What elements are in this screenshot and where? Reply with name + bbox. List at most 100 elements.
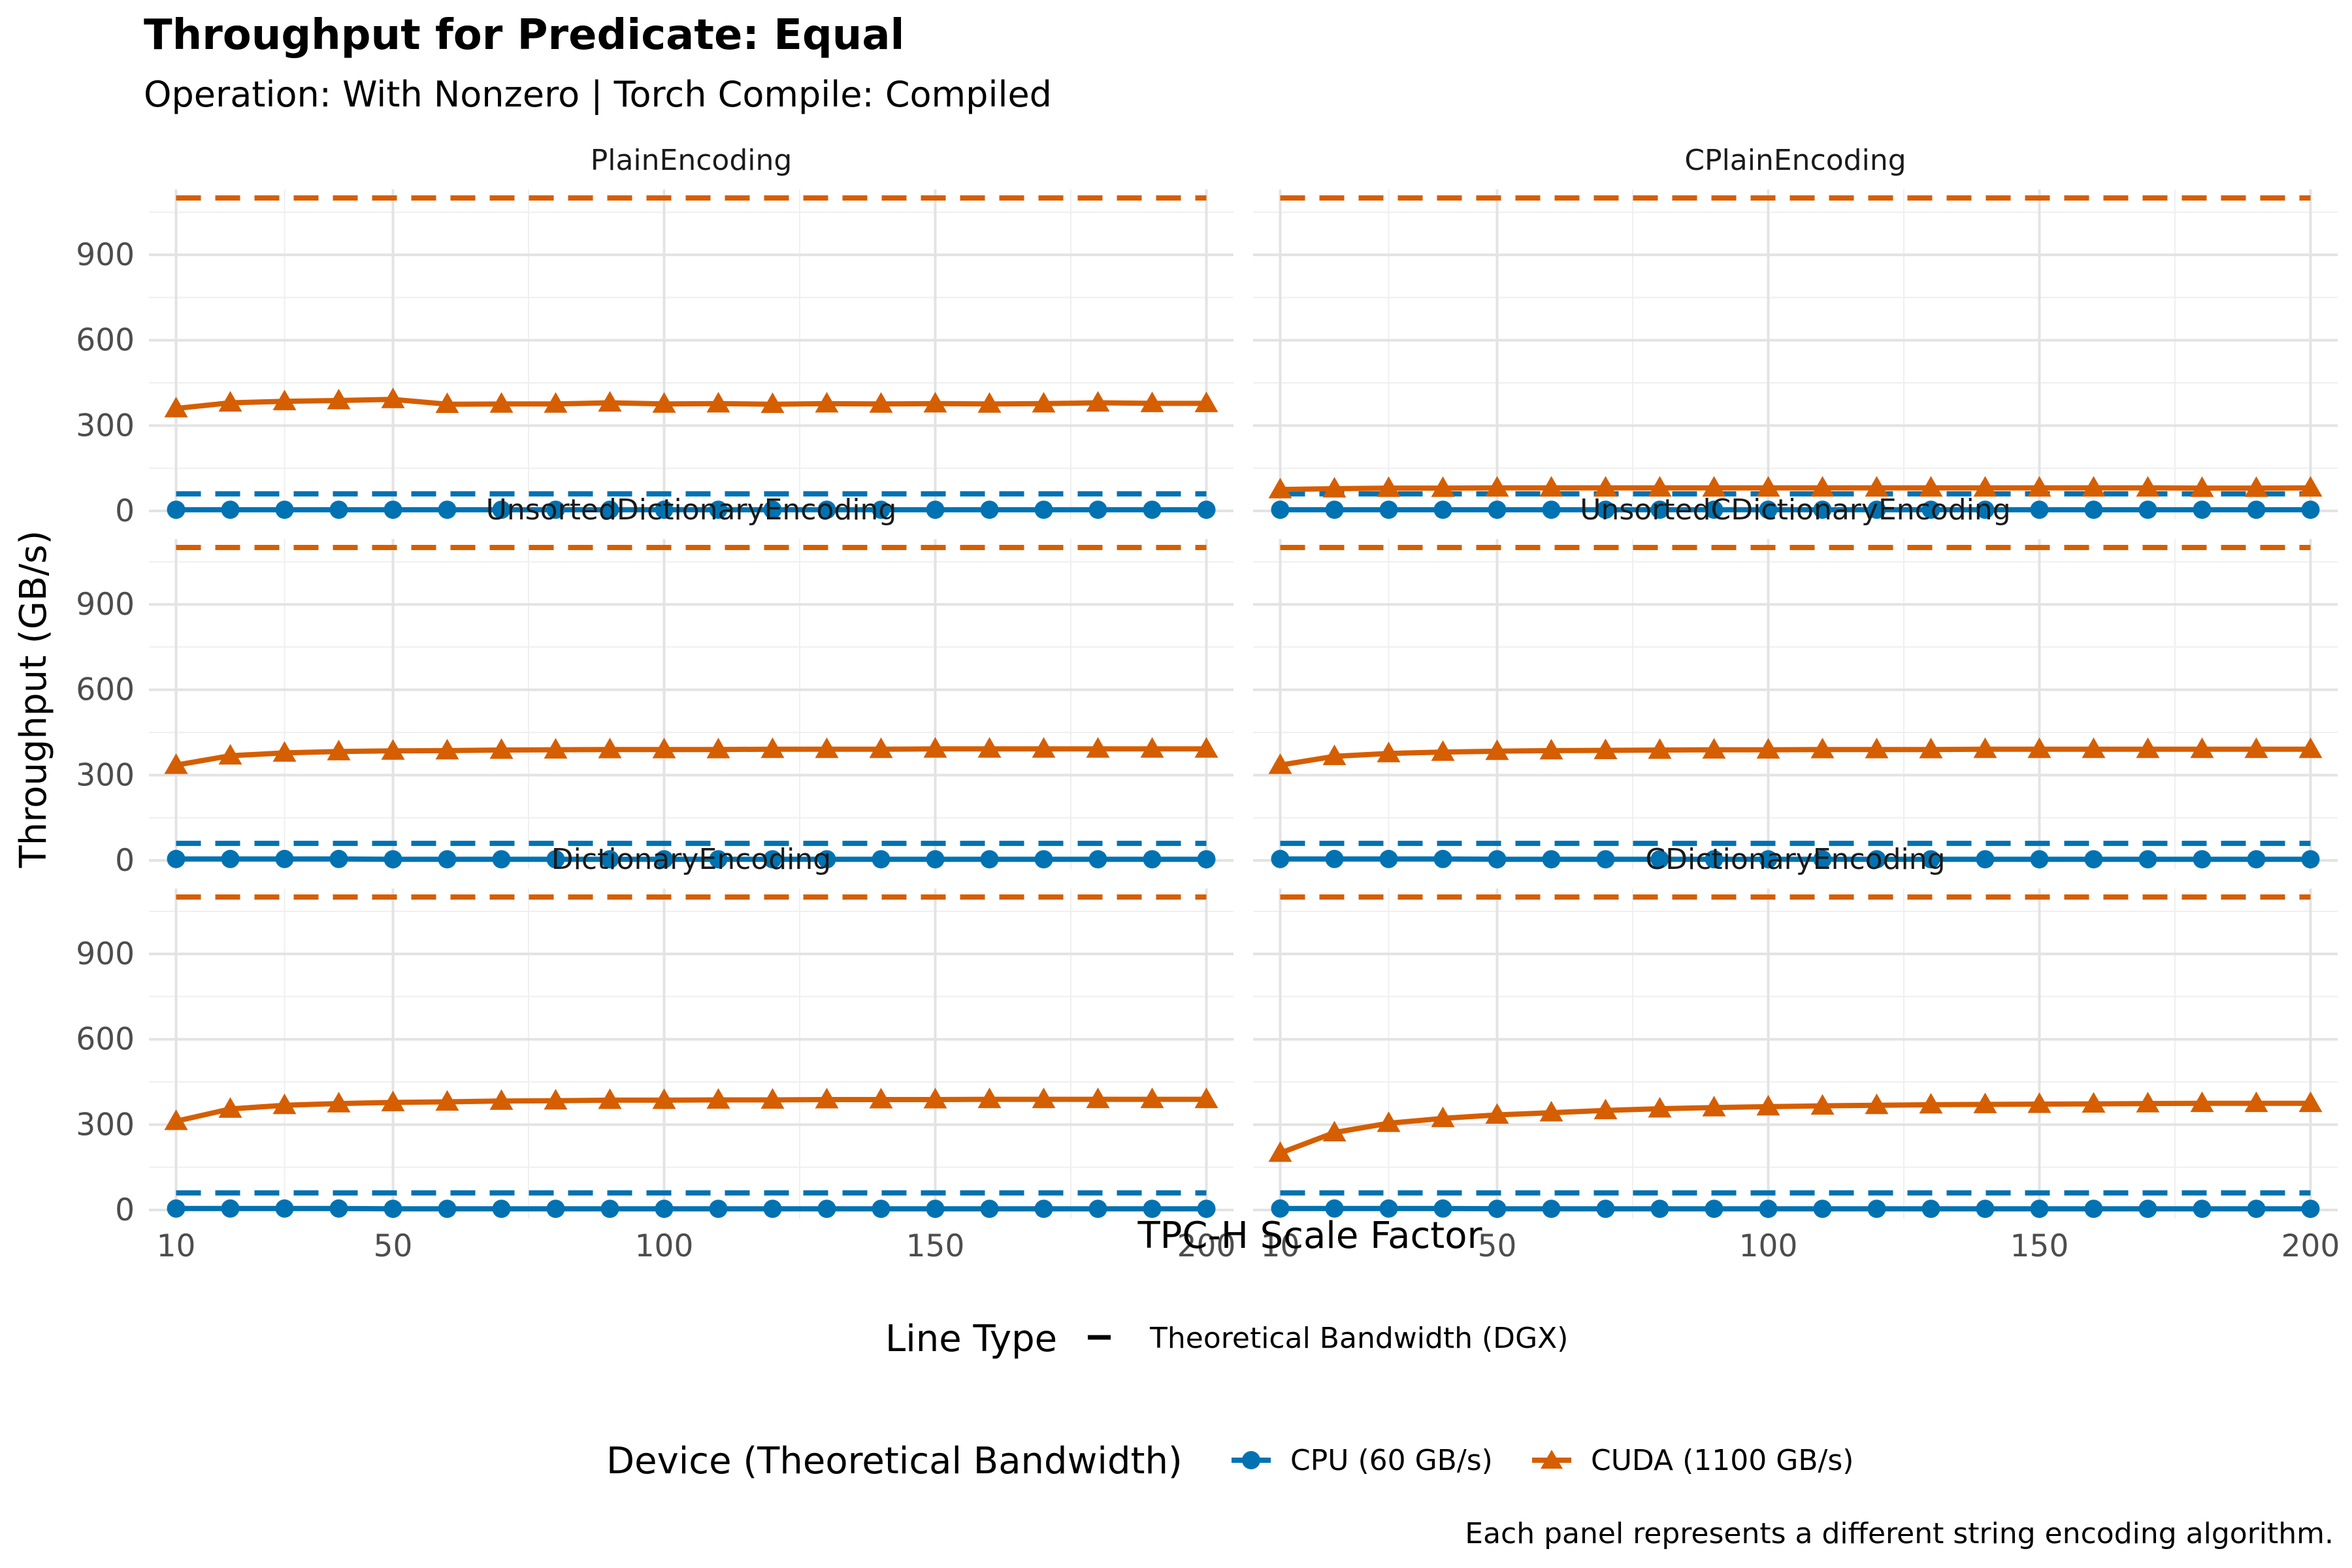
data-point-cuda: [489, 738, 514, 759]
x-tick-label: 150: [2010, 1228, 2069, 1264]
data-point-cpu: [221, 1199, 240, 1218]
data-point-cpu: [1596, 500, 1615, 519]
panel-cplainencoding: CPlainEncoding: [1253, 144, 2338, 519]
data-point-cuda: [1648, 738, 1672, 759]
data-point-cuda: [1593, 738, 1618, 759]
y-tick-label: 0: [115, 843, 135, 879]
data-point-cuda: [218, 1097, 242, 1118]
data-point-cpu: [600, 1200, 619, 1218]
data-point-cpu: [2138, 1200, 2157, 1218]
panel-title: PlainEncoding: [591, 144, 792, 177]
x-tick-label: 10: [1261, 1228, 1300, 1264]
data-point-cuda: [1485, 1103, 1509, 1124]
data-point-cuda: [652, 738, 676, 759]
data-point-cuda: [1268, 753, 1292, 774]
x-tick-label: 50: [1478, 1228, 1517, 1264]
data-point-cuda: [272, 1093, 297, 1115]
data-point-cpu: [1542, 1200, 1561, 1218]
data-point-cpu: [1034, 850, 1053, 869]
data-point-cpu: [384, 1200, 402, 1218]
data-point-cpu: [221, 849, 240, 868]
data-point-cpu: [980, 850, 999, 869]
data-point-cuda: [1810, 738, 1835, 759]
data-point-cpu: [763, 1200, 782, 1218]
series-line-cuda-1100-gb-s: [1280, 485, 2311, 493]
series-line-cuda-1100-gb-s: [176, 397, 1207, 412]
data-point-cpu: [438, 500, 457, 519]
data-point-cuda: [1194, 1087, 1218, 1109]
data-point-cuda: [1539, 1101, 1563, 1122]
data-point-cpu: [329, 1199, 348, 1218]
data-point-cpu: [1271, 1199, 1290, 1218]
data-point-cpu: [1143, 500, 1162, 519]
data-point-cpu: [2030, 850, 2049, 869]
data-point-cuda: [652, 1088, 676, 1109]
x-tick-label: 200: [1177, 1228, 1236, 1264]
panel-cdictionaryencoding: CDictionaryEncoding 10 50 100 150 200: [1253, 843, 2340, 1264]
data-point-cuda: [1648, 476, 1672, 497]
data-point-cuda: [1032, 1087, 1056, 1109]
data-point-cuda: [2082, 1092, 2106, 1113]
data-point-cpu: [1433, 849, 1452, 868]
data-point-cpu: [492, 500, 511, 519]
data-point-cpu: [1325, 1199, 1344, 1218]
data-point-cpu: [546, 1200, 565, 1218]
data-point-cuda: [1865, 476, 1889, 497]
legend-line-type-label: Theoretical Bandwidth (DGX): [1149, 1322, 1568, 1355]
data-point-cuda: [218, 391, 242, 412]
data-point-cuda: [2136, 476, 2160, 497]
data-point-cuda: [544, 738, 568, 759]
data-point-cuda: [2136, 1092, 2160, 1113]
data-point-cuda: [1648, 1096, 1672, 1118]
data-point-cpu: [1143, 1200, 1162, 1218]
panels-layer: PlainEncoding 0 300 600 900 CPlainEncoding Uns…: [76, 144, 2340, 1264]
data-point-cpu: [2247, 500, 2266, 519]
y-tick-label: 600: [76, 1022, 135, 1058]
data-point-cuda: [1140, 737, 1164, 758]
data-point-cuda: [2190, 1091, 2214, 1113]
data-point-cpu: [329, 500, 348, 519]
data-point-cpu: [655, 1200, 674, 1218]
x-tick-label: 100: [1739, 1228, 1798, 1264]
data-point-cuda: [1140, 1087, 1164, 1109]
data-point-cuda: [489, 1089, 514, 1110]
data-point-cpu: [817, 500, 836, 519]
data-point-cuda: [923, 1088, 947, 1109]
y-tick-label: 900: [76, 936, 135, 972]
data-point-cpu: [275, 1199, 294, 1218]
data-point-cuda: [218, 743, 242, 765]
data-point-cuda: [272, 389, 297, 410]
legend-line-type-title: Line Type: [885, 1318, 1057, 1360]
data-point-cpu: [926, 500, 945, 519]
data-point-cuda: [706, 1088, 730, 1109]
data-point-cpu: [980, 500, 999, 519]
data-point-cpu: [1197, 850, 1216, 869]
y-tick-label: 900: [76, 587, 135, 623]
data-point-cpu: [1759, 850, 1778, 869]
data-point-cuda: [2082, 737, 2106, 759]
legend-cpu-label: CPU (60 GB/s): [1290, 1444, 1493, 1477]
x-tick-label: 150: [906, 1228, 965, 1264]
data-point-cpu: [1813, 850, 1832, 869]
data-point-cpu: [2084, 850, 2103, 869]
legend-cpu-marker: [1242, 1451, 1260, 1469]
data-point-cpu: [384, 850, 402, 869]
data-point-cuda: [2244, 1091, 2268, 1113]
data-point-cuda: [1032, 737, 1056, 758]
data-point-cpu: [2084, 1200, 2103, 1218]
data-point-cpu: [275, 849, 294, 868]
data-point-cuda: [164, 753, 188, 774]
data-point-cpu: [1197, 500, 1216, 519]
data-point-cuda: [1702, 1096, 1726, 1117]
x-axis-title: TPC-H Scale Factor: [1137, 1215, 1482, 1257]
data-point-cuda: [869, 737, 893, 759]
data-point-cuda: [977, 737, 1002, 758]
data-point-cuda: [598, 391, 622, 412]
data-point-cpu: [1488, 1200, 1507, 1218]
data-point-cuda: [1194, 391, 1218, 412]
data-point-cpu: [2084, 500, 2103, 519]
data-point-cuda: [1593, 1098, 1618, 1120]
data-point-cuda: [1702, 738, 1726, 759]
data-point-cuda: [435, 1090, 459, 1111]
